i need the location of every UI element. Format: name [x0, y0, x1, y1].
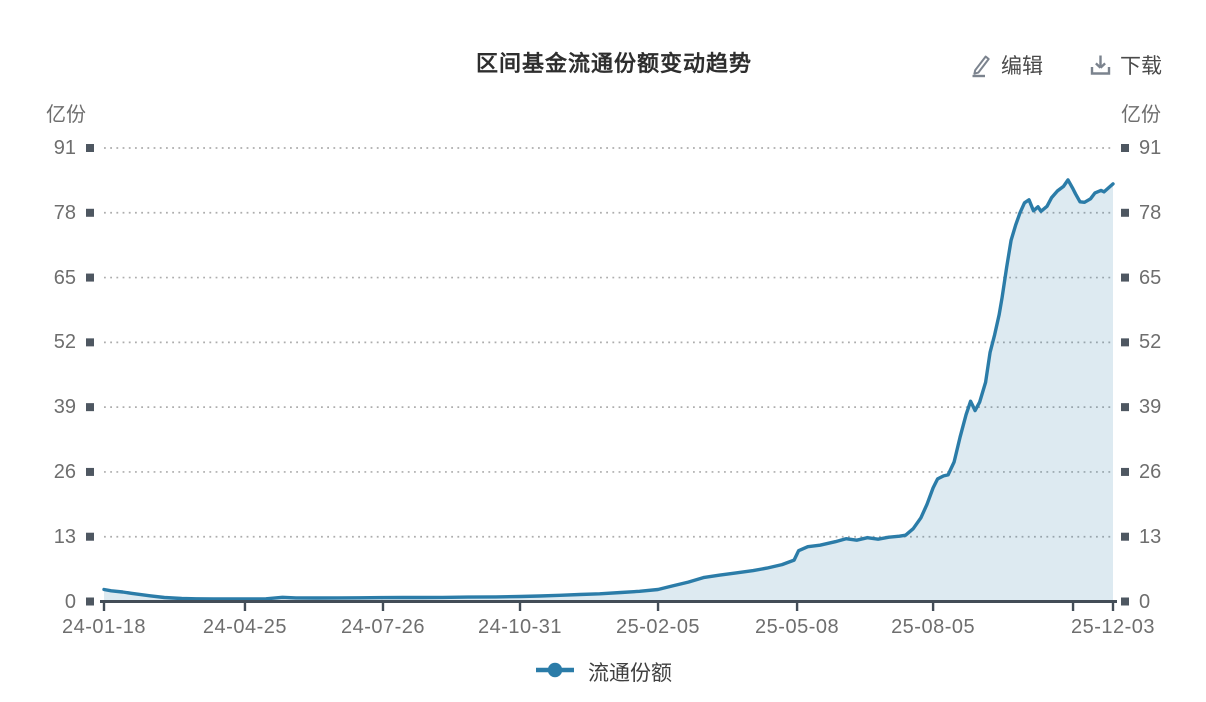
y-tick-label: 26: [1139, 460, 1162, 483]
y-axis-tick-marker: [1121, 403, 1129, 412]
y-axis-tick-marker: [86, 338, 94, 347]
y-tick-label: 65: [1139, 266, 1162, 289]
y-tick-label: 52: [1139, 331, 1162, 354]
chart-legend: 流通份额: [0, 656, 1206, 688]
y-axis-unit-left: 亿份: [46, 104, 86, 126]
y-tick-label: 91: [1139, 137, 1162, 159]
x-tick-label: 25-08-05: [891, 616, 976, 638]
legend-item-label: 流通份额: [588, 662, 672, 685]
y-tick-label: 78: [53, 201, 76, 224]
y-tick-label: 91: [53, 137, 76, 159]
x-tick-label: 24-04-25: [202, 616, 287, 638]
y-axis-tick-marker: [86, 273, 94, 282]
y-axis-tick-marker: [1121, 338, 1129, 347]
y-axis-tick-marker: [86, 403, 94, 412]
edit-button[interactable]: 编辑: [970, 50, 1043, 80]
y-axis-tick-marker: [86, 532, 94, 541]
x-tick-label: 25-02-05: [616, 616, 701, 638]
download-button-label: 下载: [1120, 55, 1162, 78]
edit-button-label: 编辑: [1001, 55, 1043, 78]
y-axis-tick-marker: [1121, 597, 1129, 606]
y-tick-label: 65: [53, 266, 76, 289]
x-tick-label: 24-10-31: [477, 616, 563, 638]
chart-title: 区间基金流通份额变动趋势: [475, 51, 753, 76]
legend-item-circulating-share[interactable]: 流通份额: [534, 657, 672, 687]
y-axis-tick-marker: [86, 467, 94, 476]
y-tick-label: 52: [53, 331, 76, 354]
download-icon: [1089, 53, 1112, 77]
series-line-circulating-share[interactable]: [102, 178, 1115, 601]
y-axis-tick-marker: [86, 208, 94, 217]
x-tick-label: 24-07-26: [340, 616, 426, 638]
y-axis-tick-marker: [86, 597, 94, 606]
y-axis-tick-marker: [1121, 144, 1129, 152]
y-axis-tick-marker: [1121, 532, 1129, 541]
y-tick-label: 78: [1139, 201, 1162, 224]
pencil-icon: [970, 53, 993, 78]
x-tick-label: 25-05-08: [755, 616, 840, 638]
y-axis-tick-marker: [86, 144, 94, 152]
y-axis-unit-right: 亿份: [1121, 104, 1161, 126]
series-area-fill: [104, 179, 1113, 602]
y-tick-label: 0: [1139, 590, 1151, 613]
y-tick-label: 0: [64, 590, 76, 613]
y-axis-tick-marker: [1121, 273, 1129, 282]
y-tick-label: 39: [53, 396, 76, 419]
chart-toolbar: 编辑 下载: [970, 50, 1162, 80]
y-tick-label: 26: [53, 460, 76, 483]
download-button[interactable]: 下载: [1089, 50, 1162, 80]
y-axis-tick-marker: [1121, 208, 1129, 217]
legend-line-dot-icon: [534, 661, 576, 684]
y-axis-tick-marker: [1121, 467, 1129, 476]
y-tick-label: 39: [1139, 396, 1162, 419]
y-tick-label: 13: [53, 525, 76, 548]
x-tick-label: 24-01-18: [61, 616, 147, 638]
x-tick-label: 25-12-03: [1070, 616, 1156, 638]
y-tick-label: 13: [1139, 525, 1162, 548]
